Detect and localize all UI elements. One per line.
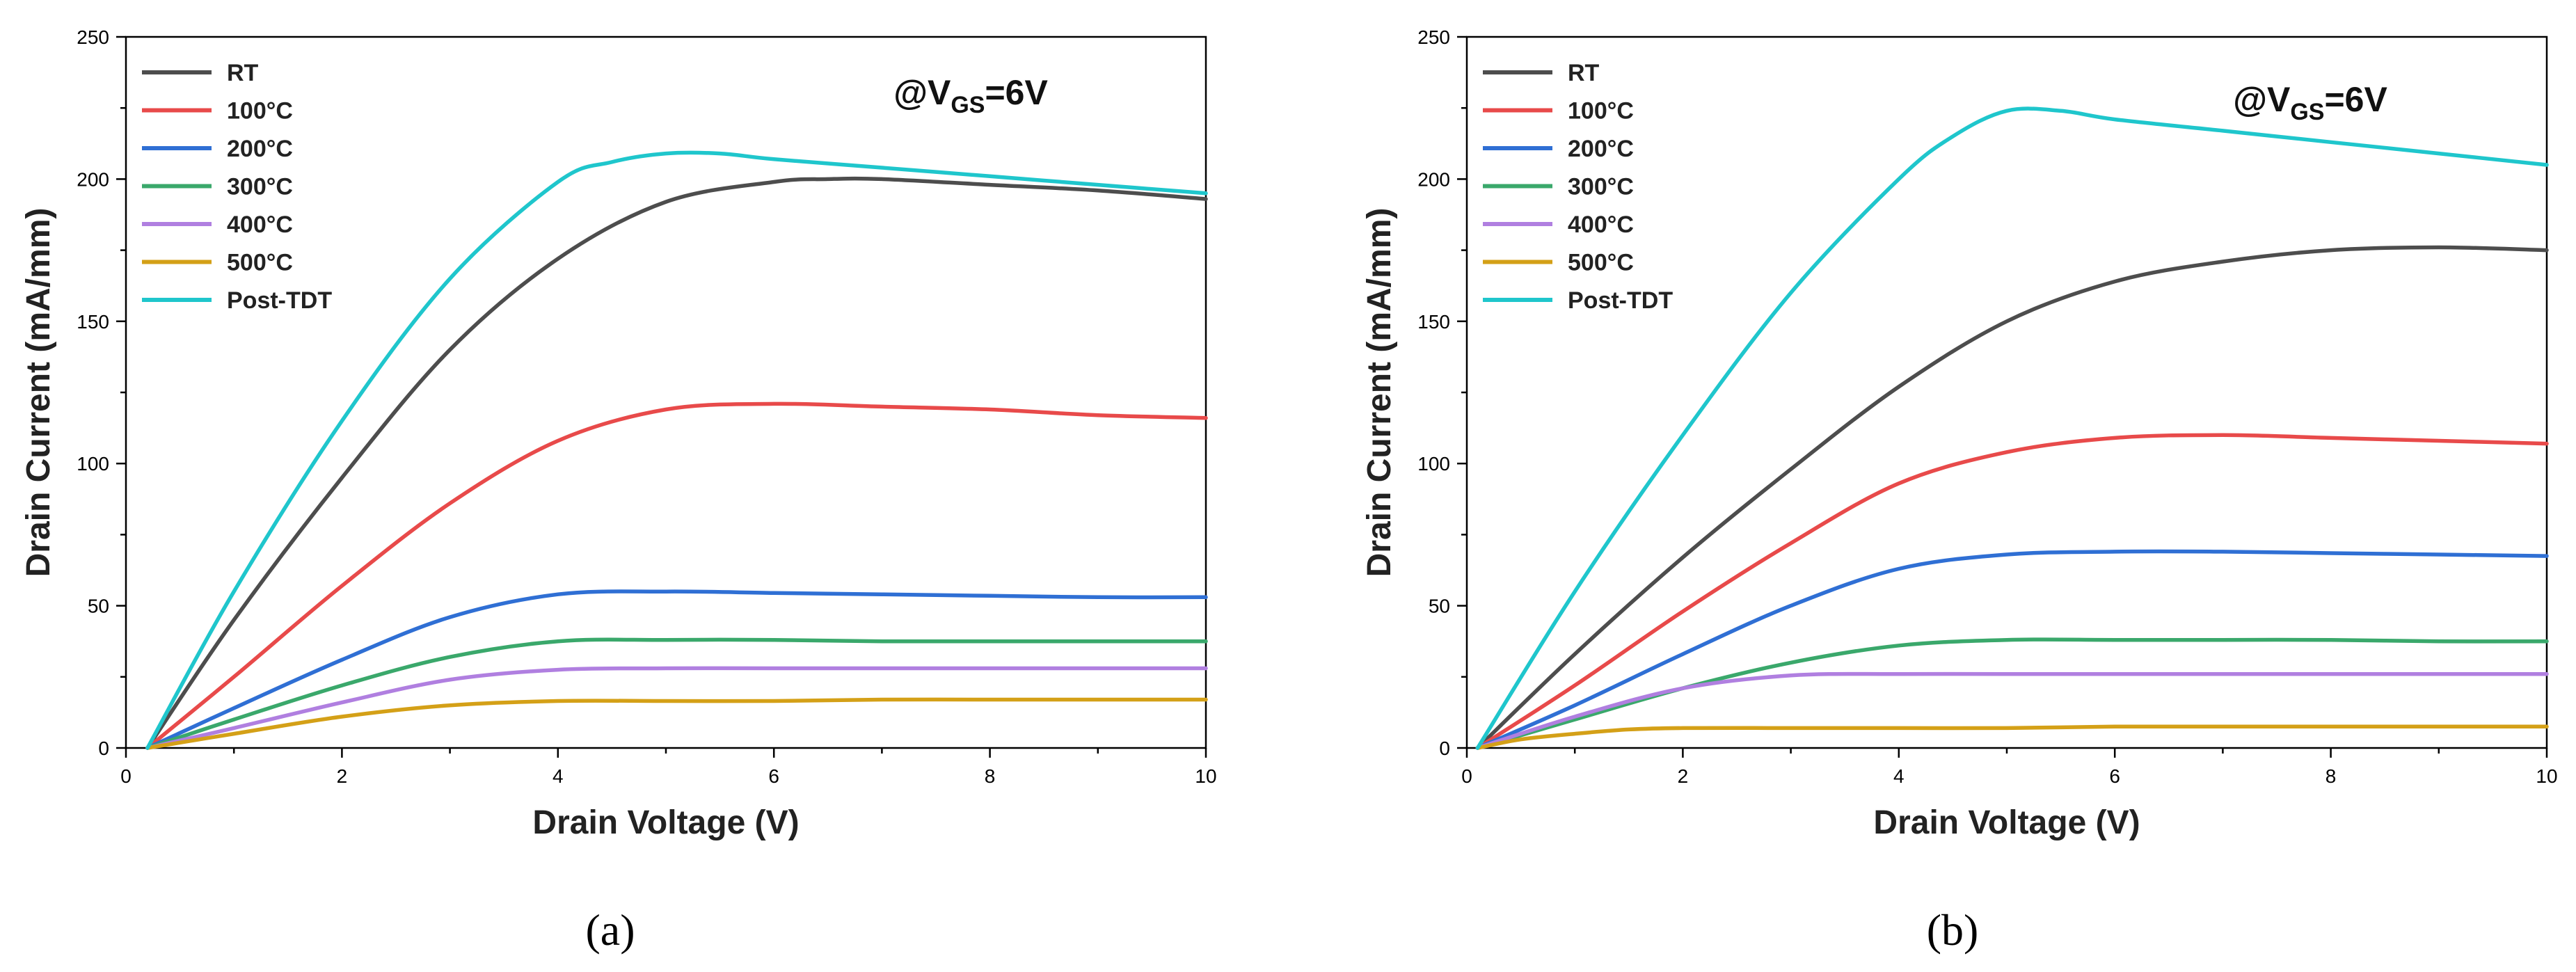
series-line-2 [1475, 433, 2549, 750]
x-tick-label: 6 [768, 765, 779, 787]
legend-label: 400°C [227, 212, 293, 238]
legend-label: 100°C [227, 98, 293, 125]
series-line-5 [1475, 671, 2549, 750]
annotation-prefix: @V [893, 73, 951, 112]
y-tick-label: 250 [1417, 26, 1450, 48]
legend-label: 200°C [227, 136, 293, 162]
y-axis-label: Drain Current (mA/mm) [1361, 208, 1398, 577]
legend-label: Post-TDT [1568, 287, 1673, 314]
x-tick-label: 0 [120, 765, 132, 787]
x-tick-label: 6 [2109, 765, 2120, 787]
x-tick-label: 2 [337, 765, 348, 787]
annotation-subscript: GS [951, 92, 985, 118]
series-line-3 [1475, 549, 2549, 750]
gate-voltage-annotation: @VGS=6V [893, 73, 1048, 118]
panel-label: (b) [1927, 905, 1979, 955]
y-tick-label: 50 [88, 596, 109, 617]
series-line-3 [145, 589, 1208, 750]
legend-label: 400°C [1568, 212, 1634, 238]
legend-label: 100°C [1568, 98, 1634, 125]
x-axis-label: Drain Voltage (V) [532, 804, 799, 841]
y-tick-label: 0 [98, 738, 109, 759]
x-tick-label: 10 [1195, 765, 1216, 787]
annotation-subscript: GS [2290, 99, 2324, 125]
y-tick-label: 200 [77, 168, 109, 190]
x-tick-label: 4 [552, 765, 564, 787]
gate-voltage-annotation: @VGS=6V [2233, 80, 2387, 125]
legend-label: RT [1568, 60, 1600, 86]
x-tick-label: 0 [1461, 765, 1472, 787]
series-line-5 [145, 666, 1208, 750]
series-line-1 [145, 176, 1208, 750]
y-tick-label: 50 [1429, 596, 1450, 617]
x-tick-label: 4 [1893, 765, 1905, 787]
legend-label: 500°C [227, 250, 293, 276]
legend: RT 100°C 200°C 300°C 400°C 500°C Post-TDT [1483, 60, 1673, 314]
y-tick-label: 100 [1417, 453, 1450, 475]
x-tick-label: 10 [2536, 765, 2557, 787]
x-tick-label: 2 [1678, 765, 1689, 787]
y-tick-label: 250 [77, 26, 109, 48]
legend-label: Post-TDT [227, 287, 332, 314]
y-tick-label: 100 [77, 453, 109, 475]
y-tick-label: 200 [1417, 168, 1450, 190]
y-tick-label: 0 [1439, 738, 1450, 759]
y-axis-label: Drain Current (mA/mm) [20, 208, 57, 577]
panel-label: (a) [585, 905, 635, 955]
series-line-4 [145, 637, 1208, 750]
legend-label: RT [227, 60, 259, 86]
annotation-prefix: @V [2233, 80, 2291, 119]
series-line-6 [1475, 724, 2549, 750]
legend-label: 300°C [227, 174, 293, 200]
legend-label: 300°C [1568, 174, 1634, 200]
y-tick-label: 150 [77, 311, 109, 333]
y-tick-label: 150 [1417, 311, 1450, 333]
series-line-6 [145, 697, 1208, 750]
legend: RT 100°C 200°C 300°C 400°C 500°C Post-TDT [142, 60, 332, 314]
series-line-4 [1475, 637, 2549, 750]
series-line-7 [145, 150, 1208, 750]
x-axis-label: Drain Voltage (V) [1873, 804, 2140, 841]
x-tick-label: 8 [985, 765, 996, 787]
legend-label: 500°C [1568, 250, 1634, 276]
legend-label: 200°C [1568, 136, 1634, 162]
series-line-1 [1475, 245, 2549, 750]
x-tick-label: 8 [2325, 765, 2337, 787]
series-line-2 [145, 401, 1208, 750]
annotation-suffix: =6V [2324, 80, 2387, 119]
annotation-suffix: =6V [985, 73, 1048, 112]
series-line-7 [1475, 106, 2549, 750]
